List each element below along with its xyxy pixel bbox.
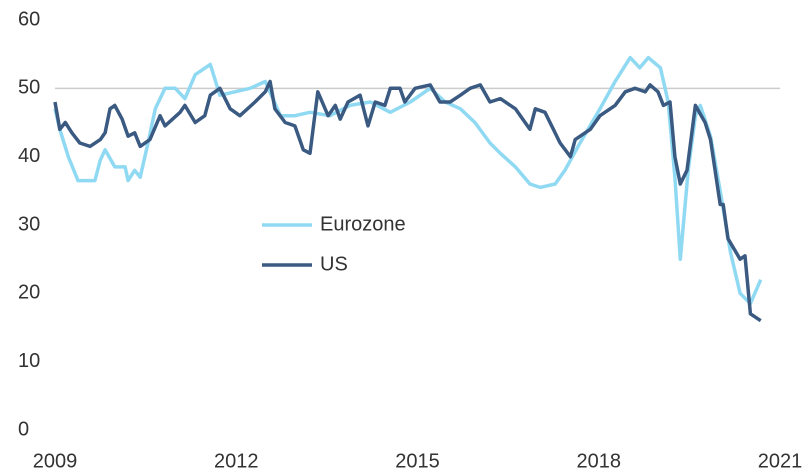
- y-tick-label: 60: [18, 8, 40, 30]
- x-tick-label: 2021: [758, 450, 803, 472]
- y-tick-label: 20: [18, 282, 40, 304]
- line-series: [53, 55, 763, 306]
- y-tick-label: 40: [18, 145, 40, 167]
- x-tick-label: 2012: [214, 450, 259, 472]
- legend-label: US: [320, 253, 348, 275]
- x-tick-label: 2009: [33, 450, 78, 472]
- legend-label: Eurozone: [320, 213, 406, 235]
- x-tick-label: 2018: [577, 450, 622, 472]
- line-series: [53, 79, 762, 323]
- y-tick-label: 50: [18, 77, 40, 99]
- y-tick-label: 30: [18, 213, 40, 235]
- x-tick-label: 2015: [395, 450, 440, 472]
- y-tick-label: 10: [18, 350, 40, 372]
- y-tick-label: 0: [18, 418, 29, 440]
